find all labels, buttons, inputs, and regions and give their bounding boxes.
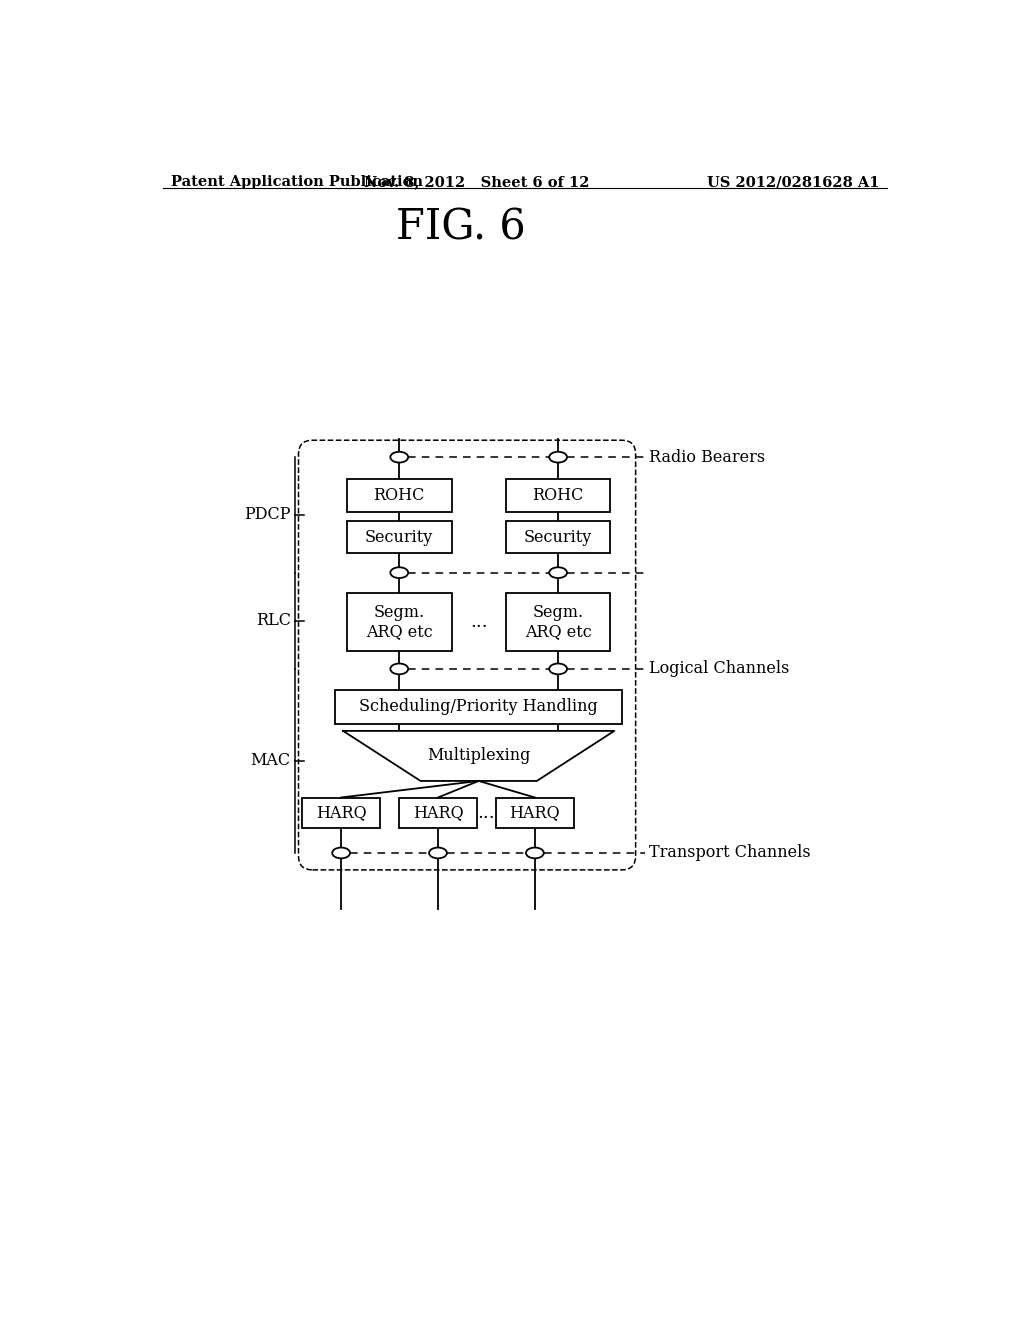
Text: Nov. 8, 2012   Sheet 6 of 12: Nov. 8, 2012 Sheet 6 of 12 xyxy=(364,176,590,189)
Text: ...: ... xyxy=(477,804,496,822)
Text: Transport Channels: Transport Channels xyxy=(649,845,810,862)
FancyBboxPatch shape xyxy=(302,797,380,829)
FancyBboxPatch shape xyxy=(347,593,452,651)
FancyBboxPatch shape xyxy=(347,479,452,512)
Text: Multiplexing: Multiplexing xyxy=(427,747,530,764)
FancyBboxPatch shape xyxy=(506,593,610,651)
FancyBboxPatch shape xyxy=(399,797,477,829)
FancyBboxPatch shape xyxy=(506,521,610,553)
FancyBboxPatch shape xyxy=(347,521,452,553)
Text: Security: Security xyxy=(524,529,592,545)
Text: US 2012/0281628 A1: US 2012/0281628 A1 xyxy=(708,176,880,189)
FancyBboxPatch shape xyxy=(335,689,622,723)
Text: Radio Bearers: Radio Bearers xyxy=(649,449,765,466)
Ellipse shape xyxy=(526,847,544,858)
Text: HARQ: HARQ xyxy=(510,804,560,821)
Text: PDCP: PDCP xyxy=(245,507,291,524)
Text: ROHC: ROHC xyxy=(532,487,584,504)
Text: FIG. 6: FIG. 6 xyxy=(396,207,526,248)
Text: MAC: MAC xyxy=(251,752,291,770)
Text: Scheduling/Priority Handling: Scheduling/Priority Handling xyxy=(359,698,598,715)
Text: ...: ... xyxy=(470,612,487,631)
Ellipse shape xyxy=(390,568,409,578)
Ellipse shape xyxy=(549,451,567,462)
Ellipse shape xyxy=(549,568,567,578)
FancyBboxPatch shape xyxy=(496,797,573,829)
Text: ROHC: ROHC xyxy=(374,487,425,504)
Text: Segm.
ARQ etc: Segm. ARQ etc xyxy=(366,603,432,640)
Ellipse shape xyxy=(549,664,567,675)
Polygon shape xyxy=(343,731,614,781)
Ellipse shape xyxy=(429,847,446,858)
Text: Security: Security xyxy=(366,529,433,545)
Text: Patent Application Publication: Patent Application Publication xyxy=(171,176,423,189)
FancyBboxPatch shape xyxy=(506,479,610,512)
Ellipse shape xyxy=(390,451,409,462)
Text: Segm.
ARQ etc: Segm. ARQ etc xyxy=(524,603,592,640)
Text: Logical Channels: Logical Channels xyxy=(649,660,790,677)
Text: HARQ: HARQ xyxy=(413,804,463,821)
Ellipse shape xyxy=(332,847,350,858)
Text: HARQ: HARQ xyxy=(315,804,367,821)
Text: RLC: RLC xyxy=(256,612,291,630)
Ellipse shape xyxy=(390,664,409,675)
